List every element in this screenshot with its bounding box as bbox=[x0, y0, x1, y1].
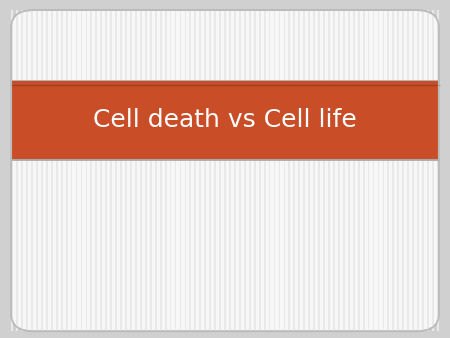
Bar bbox=[254, 10, 256, 331]
Bar bbox=[189, 10, 191, 331]
Bar bbox=[358, 10, 360, 331]
Bar bbox=[145, 10, 147, 331]
Bar bbox=[303, 10, 305, 331]
Bar bbox=[76, 10, 77, 331]
Bar bbox=[249, 10, 251, 331]
Bar bbox=[194, 10, 196, 331]
Bar bbox=[363, 10, 365, 331]
Bar bbox=[219, 10, 221, 331]
Bar bbox=[100, 10, 102, 331]
Bar bbox=[56, 10, 58, 331]
Bar bbox=[16, 10, 18, 331]
Bar bbox=[61, 10, 63, 331]
Bar bbox=[130, 10, 132, 331]
Bar bbox=[224, 10, 226, 331]
Bar bbox=[46, 10, 48, 331]
Bar bbox=[293, 10, 295, 331]
Bar bbox=[115, 10, 117, 331]
Bar bbox=[160, 10, 162, 331]
Bar bbox=[204, 10, 206, 331]
Bar bbox=[338, 10, 340, 331]
Bar bbox=[51, 10, 53, 331]
Bar bbox=[170, 10, 171, 331]
Bar bbox=[41, 10, 43, 331]
Bar bbox=[392, 10, 394, 331]
Bar bbox=[26, 10, 28, 331]
Bar bbox=[21, 10, 23, 331]
Bar bbox=[184, 10, 186, 331]
Bar bbox=[328, 10, 330, 331]
Bar bbox=[274, 10, 275, 331]
Text: Cell death vs Cell life: Cell death vs Cell life bbox=[93, 108, 357, 132]
Bar bbox=[180, 10, 181, 331]
Bar bbox=[333, 10, 335, 331]
Bar bbox=[382, 10, 384, 331]
Bar bbox=[407, 10, 409, 331]
Bar bbox=[427, 10, 429, 331]
Bar bbox=[229, 10, 231, 331]
Bar bbox=[120, 10, 122, 331]
Bar bbox=[244, 10, 246, 331]
Bar bbox=[135, 10, 137, 331]
Bar bbox=[239, 10, 241, 331]
Bar bbox=[165, 10, 166, 331]
Bar bbox=[125, 10, 127, 331]
Bar bbox=[264, 10, 266, 331]
Bar bbox=[387, 10, 389, 331]
Bar bbox=[323, 10, 325, 331]
Bar bbox=[140, 10, 142, 331]
Bar bbox=[353, 10, 355, 331]
Bar bbox=[432, 10, 434, 331]
Bar bbox=[90, 10, 92, 331]
Bar bbox=[343, 10, 345, 331]
Bar bbox=[378, 10, 379, 331]
Bar bbox=[298, 10, 300, 331]
Bar bbox=[11, 81, 439, 159]
Bar bbox=[402, 10, 404, 331]
Bar bbox=[269, 10, 270, 331]
Bar bbox=[175, 10, 176, 331]
Bar bbox=[412, 10, 414, 331]
Bar bbox=[199, 10, 201, 331]
Bar bbox=[422, 10, 424, 331]
Bar bbox=[397, 10, 399, 331]
Bar bbox=[234, 10, 236, 331]
Bar bbox=[31, 10, 33, 331]
Bar bbox=[155, 10, 157, 331]
FancyBboxPatch shape bbox=[11, 10, 439, 331]
Bar bbox=[368, 10, 369, 331]
Bar bbox=[66, 10, 68, 331]
Bar bbox=[105, 10, 107, 331]
Bar bbox=[81, 10, 82, 331]
Bar bbox=[95, 10, 97, 331]
Bar bbox=[36, 10, 38, 331]
Bar bbox=[308, 10, 310, 331]
Bar bbox=[110, 10, 112, 331]
Bar bbox=[209, 10, 211, 331]
Bar bbox=[417, 10, 419, 331]
Bar bbox=[313, 10, 315, 331]
Bar bbox=[214, 10, 216, 331]
Bar bbox=[437, 10, 439, 331]
Bar bbox=[259, 10, 261, 331]
Bar bbox=[150, 10, 152, 331]
Bar bbox=[71, 10, 72, 331]
Bar bbox=[86, 10, 87, 331]
Bar bbox=[284, 10, 285, 331]
Bar bbox=[348, 10, 350, 331]
Bar bbox=[318, 10, 320, 331]
Bar bbox=[288, 10, 290, 331]
Bar bbox=[279, 10, 280, 331]
Bar bbox=[373, 10, 374, 331]
Bar bbox=[11, 10, 13, 331]
